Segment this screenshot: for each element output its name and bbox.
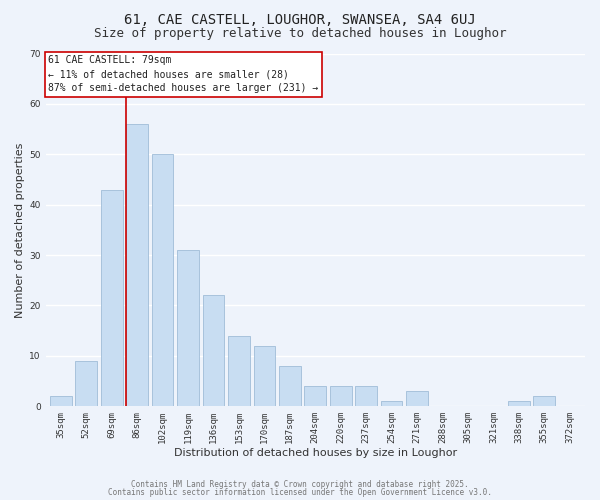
Text: Contains public sector information licensed under the Open Government Licence v3: Contains public sector information licen… bbox=[108, 488, 492, 497]
Bar bbox=[330, 386, 352, 406]
Bar bbox=[101, 190, 122, 406]
Text: Size of property relative to detached houses in Loughor: Size of property relative to detached ho… bbox=[94, 28, 506, 40]
Bar bbox=[508, 401, 530, 406]
Bar bbox=[254, 346, 275, 406]
Bar bbox=[177, 250, 199, 406]
X-axis label: Distribution of detached houses by size in Loughor: Distribution of detached houses by size … bbox=[174, 448, 457, 458]
Bar bbox=[127, 124, 148, 406]
Bar bbox=[152, 154, 173, 406]
Bar bbox=[533, 396, 555, 406]
Bar bbox=[381, 401, 403, 406]
Bar bbox=[228, 336, 250, 406]
Bar bbox=[279, 366, 301, 406]
Bar bbox=[50, 396, 71, 406]
Y-axis label: Number of detached properties: Number of detached properties bbox=[15, 142, 25, 318]
Bar bbox=[304, 386, 326, 406]
Text: 61 CAE CASTELL: 79sqm
← 11% of detached houses are smaller (28)
87% of semi-deta: 61 CAE CASTELL: 79sqm ← 11% of detached … bbox=[48, 56, 319, 94]
Bar bbox=[203, 296, 224, 406]
Text: Contains HM Land Registry data © Crown copyright and database right 2025.: Contains HM Land Registry data © Crown c… bbox=[131, 480, 469, 489]
Bar bbox=[76, 361, 97, 406]
Bar bbox=[355, 386, 377, 406]
Text: 61, CAE CASTELL, LOUGHOR, SWANSEA, SA4 6UJ: 61, CAE CASTELL, LOUGHOR, SWANSEA, SA4 6… bbox=[124, 12, 476, 26]
Bar bbox=[406, 391, 428, 406]
